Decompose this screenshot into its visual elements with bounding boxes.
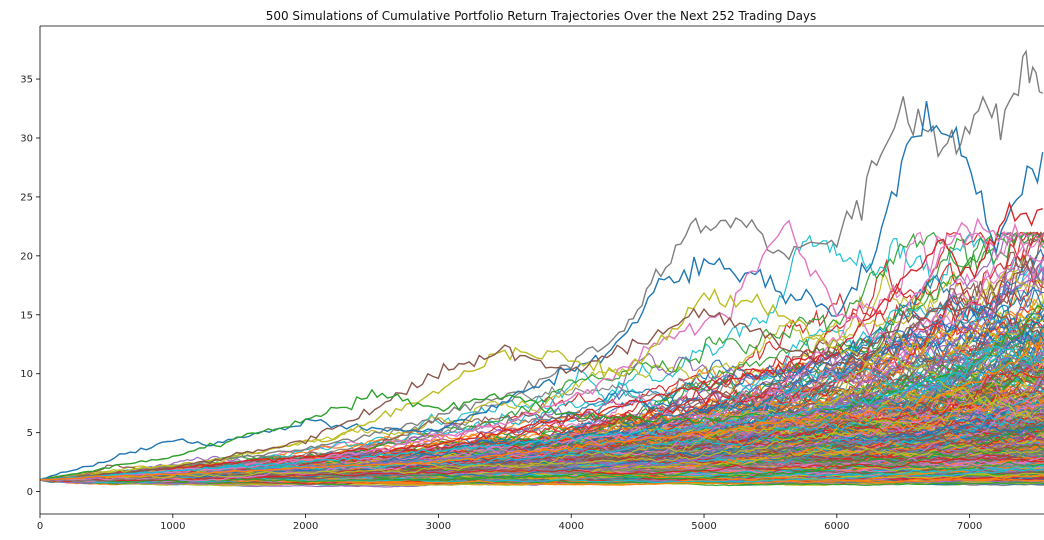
- x-tick-label: 0: [37, 521, 43, 532]
- highlighted-simulation-line: [39, 267, 1044, 481]
- x-tick-label: 7000: [957, 521, 982, 532]
- simulation-line: [39, 231, 1044, 482]
- highlighted-simulation-line: [39, 297, 1044, 481]
- simulation-line: [39, 233, 1044, 481]
- highlighted-simulation-line: [39, 217, 1043, 481]
- highlighted-simulation-line: [39, 345, 1043, 481]
- highlighted-simulation-line: [39, 288, 1044, 481]
- highlighted-simulation-line: [39, 100, 1044, 481]
- highlighted-simulation-line: [39, 304, 1044, 481]
- y-tick-label: 35: [20, 75, 33, 86]
- y-tick-label: 0: [27, 487, 33, 498]
- chart-title: 500 Simulations of Cumulative Portfolio …: [266, 9, 817, 23]
- highlighted-simulation-line: [39, 341, 1044, 481]
- simulation-line: [39, 316, 1044, 481]
- x-tick-label: 5000: [691, 521, 716, 532]
- x-tick-label: 1000: [160, 521, 185, 532]
- y-tick-label: 15: [20, 310, 33, 321]
- y-tick-label: 30: [20, 133, 33, 144]
- x-tick-label: 6000: [824, 521, 849, 532]
- highlighted-simulation-line: [39, 201, 1043, 481]
- simulation-line: [39, 457, 1044, 483]
- x-tick-label: 3000: [426, 521, 451, 532]
- y-tick-label: 10: [20, 369, 33, 380]
- axes-layer: 0 5 10 15 20 25 30 35 0 1000 2000 3000 4000 5000 6000 7…: [20, 25, 1044, 532]
- x-tick-label: 2000: [293, 521, 318, 532]
- y-tick-label: 25: [20, 192, 33, 203]
- x-tick-label: 4000: [558, 521, 583, 532]
- y-tick-label: 20: [20, 251, 33, 262]
- y-tick-label: 5: [27, 428, 33, 439]
- series-layer: [39, 49, 1044, 488]
- simulation-line: [39, 231, 1044, 481]
